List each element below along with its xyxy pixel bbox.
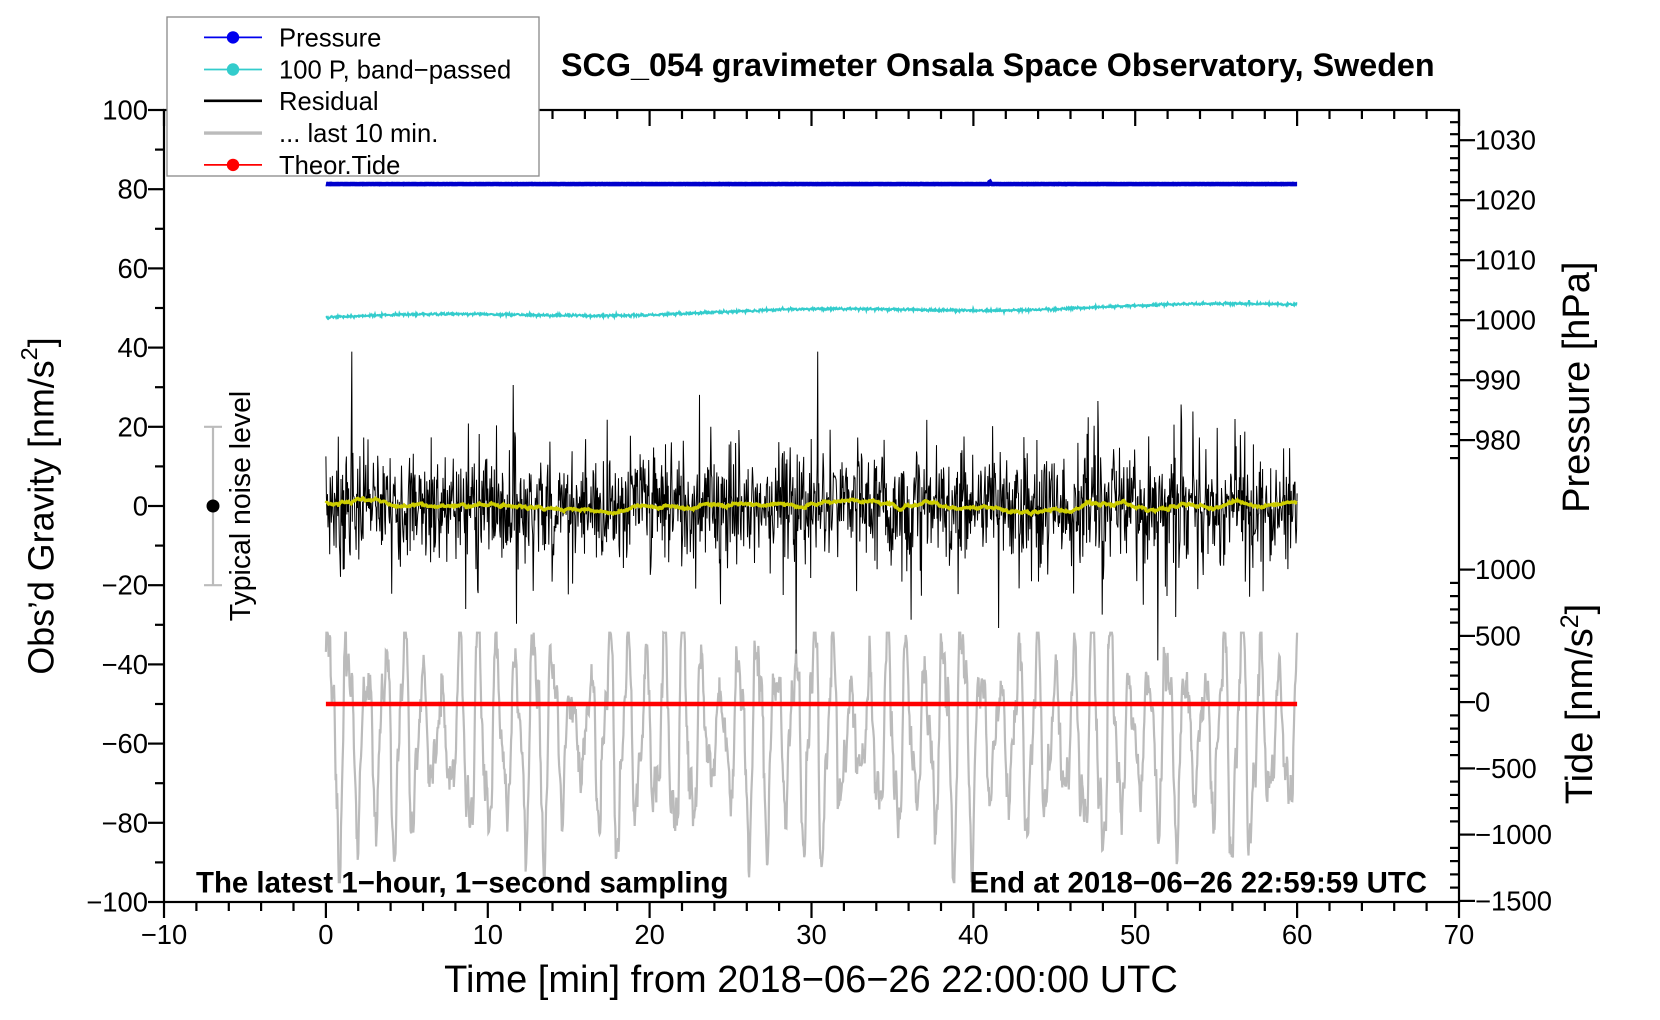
svg-text:100: 100 — [102, 95, 148, 126]
svg-text:1030: 1030 — [1475, 125, 1536, 156]
svg-text:60: 60 — [1282, 919, 1312, 950]
svg-text:1020: 1020 — [1475, 185, 1536, 216]
svg-text:−10: −10 — [141, 919, 187, 950]
svg-text:20: 20 — [118, 411, 148, 442]
svg-text:The latest 1−hour, 1−second sa: The latest 1−hour, 1−second sampling — [196, 867, 728, 900]
svg-text:50: 50 — [1120, 919, 1150, 950]
svg-text:−500: −500 — [1475, 753, 1537, 784]
svg-text:1000: 1000 — [1475, 554, 1536, 585]
svg-text:−80: −80 — [102, 807, 148, 838]
svg-text:500: 500 — [1475, 620, 1521, 651]
svg-text:Obs’d Gravity [nm/s2]: Obs’d Gravity [nm/s2] — [16, 337, 61, 674]
svg-text:Theor.Tide: Theor.Tide — [279, 152, 400, 180]
svg-text:100 P, band−passed: 100 P, band−passed — [279, 57, 511, 85]
svg-text:990: 990 — [1475, 365, 1521, 396]
svg-text:Tide [nm/s2]: Tide [nm/s2] — [1556, 604, 1601, 804]
svg-text:1010: 1010 — [1475, 245, 1536, 276]
svg-text:SCG_054 gravimeter Onsala Spac: SCG_054 gravimeter Onsala Space Observat… — [561, 47, 1435, 83]
svg-text:40: 40 — [958, 919, 988, 950]
svg-text:−1500: −1500 — [1475, 885, 1552, 916]
svg-text:20: 20 — [634, 919, 664, 950]
svg-text:80: 80 — [118, 174, 148, 205]
svg-text:−40: −40 — [102, 649, 148, 680]
svg-text:10: 10 — [473, 919, 503, 950]
svg-text:60: 60 — [118, 253, 148, 284]
svg-text:0: 0 — [1475, 687, 1490, 718]
svg-text:0: 0 — [318, 919, 333, 950]
svg-text:Typical noise level: Typical noise level — [225, 391, 257, 621]
svg-text:0: 0 — [133, 491, 148, 522]
svg-text:... last 10 min.: ... last 10 min. — [279, 120, 438, 148]
svg-text:1000: 1000 — [1475, 305, 1536, 336]
svg-text:70: 70 — [1444, 919, 1474, 950]
svg-text:−20: −20 — [102, 570, 148, 601]
svg-text:−1000: −1000 — [1475, 819, 1552, 850]
svg-text:End at 2018−06−26 22:59:59 UTC: End at 2018−06−26 22:59:59 UTC — [970, 867, 1427, 900]
svg-text:Time [min] from 2018−06−26 22:: Time [min] from 2018−06−26 22:00:00 UTC — [444, 959, 1178, 1001]
svg-text:−100: −100 — [86, 887, 148, 918]
svg-text:980: 980 — [1475, 425, 1521, 456]
svg-text:30: 30 — [796, 919, 826, 950]
svg-text:Residual: Residual — [279, 88, 379, 116]
svg-text:40: 40 — [118, 332, 148, 363]
svg-text:−60: −60 — [102, 728, 148, 759]
svg-text:Pressure: Pressure — [279, 24, 381, 52]
svg-text:Pressure [hPa]: Pressure [hPa] — [1556, 262, 1598, 513]
